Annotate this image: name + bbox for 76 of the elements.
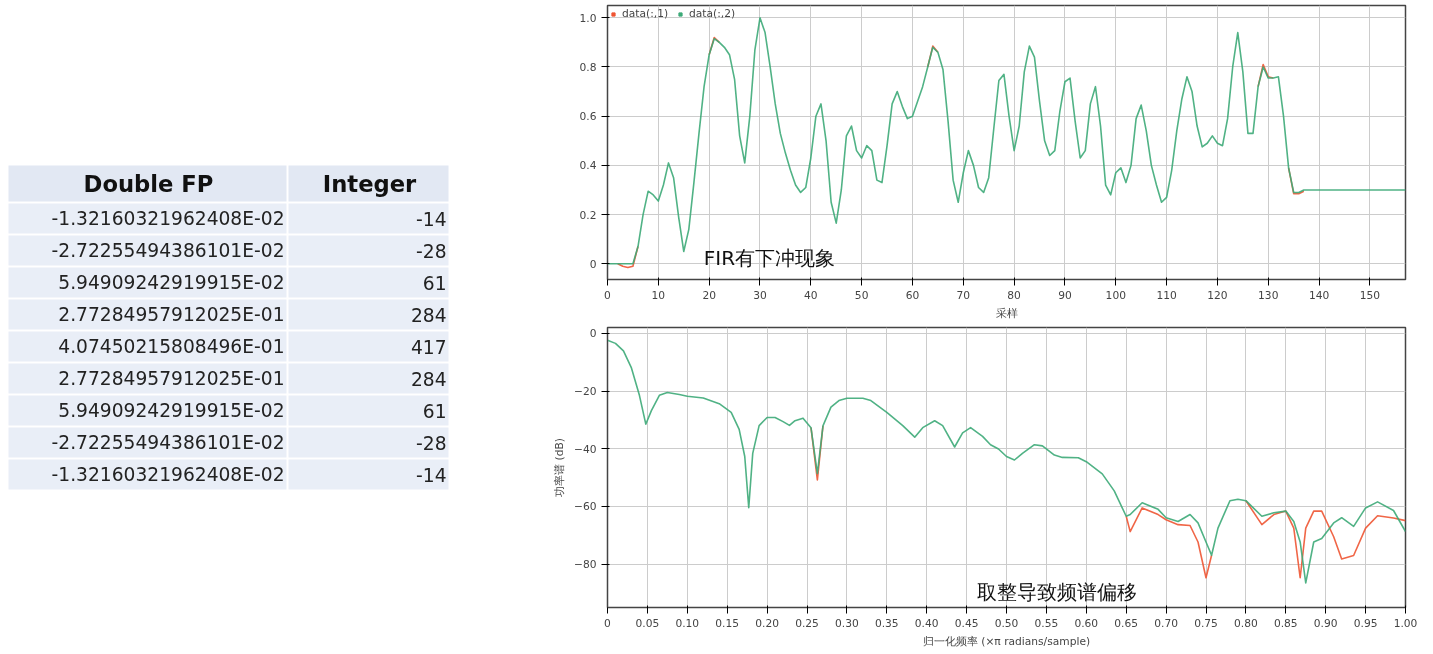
x-tick-label: 80 — [1007, 288, 1022, 302]
x-tick-label: 120 — [1207, 288, 1228, 302]
x-tick-label: 130 — [1258, 288, 1279, 302]
text: -2.72255494386101E-02 — [51, 432, 285, 453]
x-tick-label: 150 — [1359, 288, 1381, 302]
x-tick-label: 0.35 — [874, 616, 899, 630]
x-tick-label: 0.60 — [1074, 616, 1099, 630]
text: 284 — [410, 368, 447, 390]
y-tick-label: 0.4 — [579, 159, 597, 173]
x-tick-label: 60 — [905, 288, 920, 302]
annotation: FIR有下冲现象 — [703, 246, 836, 271]
category-label: Double FP — [83, 170, 214, 197]
text: 4.07450215808496E-01 — [58, 336, 285, 357]
y-tick-label: −80 — [574, 558, 597, 572]
y-tick-label: 1.0 — [579, 11, 597, 25]
y-axis-title: 功率谱 (dB) — [553, 438, 567, 497]
text: 61 — [422, 400, 447, 422]
x-tick-label: 0.40 — [914, 616, 939, 630]
text: -1.32160321962408E-02 — [51, 464, 285, 485]
text: -28 — [416, 432, 447, 454]
text: 5.94909242919915E-02 — [58, 272, 285, 293]
text: 61 — [422, 272, 447, 294]
x-tick-label: 50 — [854, 288, 869, 302]
y-tick-label: 0 — [589, 257, 597, 271]
line-series — [607, 339, 1406, 584]
x-tick-label: 0.25 — [795, 616, 819, 630]
x-tick-label: 0.15 — [715, 616, 740, 630]
x-tick-label: 0.90 — [1313, 616, 1338, 630]
x-tick-label: 0.55 — [1034, 616, 1059, 630]
y-tick-label: −40 — [574, 442, 597, 456]
y-tick-label: −20 — [574, 385, 597, 399]
x-tick-label: 70 — [956, 288, 971, 302]
text: 5.94909242919915E-02 — [58, 400, 285, 421]
text: 2.77284957912025E-01 — [58, 368, 285, 389]
y-tick-label: 0.8 — [579, 60, 597, 74]
x-axis-title: 归一化频率 (×π radians/sample) — [922, 634, 1091, 648]
x-tick-label: 0.75 — [1194, 616, 1218, 630]
x-tick-label: 0.80 — [1234, 616, 1258, 630]
x-tick-label: 1.00 — [1393, 616, 1418, 630]
annotation: 取整导致频谱偏移 — [976, 579, 1137, 604]
x-tick-label: 0 — [604, 616, 612, 630]
x-tick-label: 0.20 — [755, 616, 780, 630]
x-tick-label: 0.65 — [1114, 616, 1139, 630]
x-tick-label: 20 — [702, 288, 717, 302]
x-tick-label: 0.85 — [1273, 616, 1298, 630]
x-tick-label: 100 — [1105, 288, 1127, 302]
x-tick-label: 0.30 — [835, 616, 859, 630]
text: -2.72255494386101E-02 — [51, 240, 285, 261]
text: 417 — [410, 336, 447, 358]
x-tick-label: 0.45 — [954, 616, 979, 630]
text: 2.77284957912025E-01 — [58, 304, 285, 325]
x-tick-label: 0.05 — [635, 616, 660, 630]
x-tick-label: 0 — [604, 288, 612, 302]
legend-label: data(:,2) — [689, 7, 736, 20]
x-tick-label: 30 — [753, 288, 767, 302]
y-tick-label: −60 — [574, 500, 597, 514]
y-tick-label: 0.2 — [579, 208, 597, 222]
x-tick-label: 90 — [1058, 288, 1072, 302]
text: -1.32160321962408E-02 — [51, 208, 285, 229]
x-tick-label: 0.10 — [675, 616, 700, 630]
x-tick-label: 110 — [1156, 288, 1177, 302]
x-tick-label: 10 — [651, 288, 666, 302]
x-axis-title: 采样 — [995, 306, 1018, 320]
x-tick-label: 0.70 — [1154, 616, 1179, 630]
legend-label: data(:,1) — [622, 7, 669, 20]
x-tick-label: 40 — [804, 288, 818, 302]
text: -28 — [416, 240, 447, 262]
text: -14 — [416, 208, 447, 230]
y-tick-label: 0.6 — [579, 110, 597, 124]
x-tick-label: 0.95 — [1353, 616, 1378, 630]
text: -14 — [416, 464, 447, 486]
x-tick-label: 0.50 — [994, 616, 1019, 630]
y-tick-label: 0 — [589, 327, 597, 341]
x-tick-label: 140 — [1308, 288, 1330, 302]
text: 284 — [410, 304, 447, 326]
category-label: Integer — [322, 170, 418, 197]
